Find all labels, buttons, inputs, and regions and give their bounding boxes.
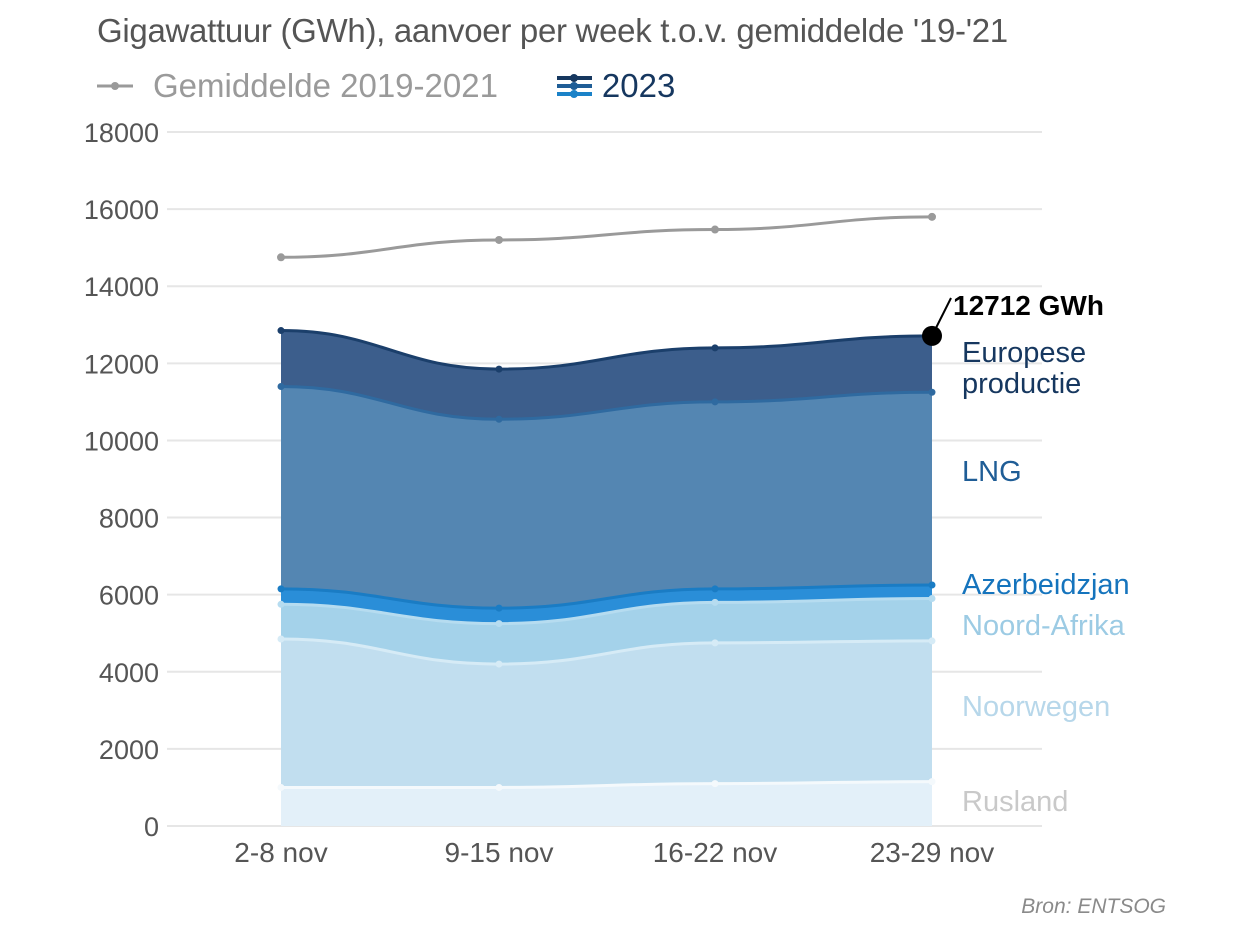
chart-title: Gigawattuur (GWh), aanvoer per week t.o.… — [97, 12, 1008, 49]
legend-label-average: Gemiddelde 2019-2021 — [153, 67, 498, 104]
area-noorwegen — [281, 639, 932, 788]
gray-line-marker-icon — [97, 82, 133, 90]
label-europese-productie: Europese productie — [962, 337, 1086, 400]
point-europese-productie — [495, 365, 503, 373]
area-noord-afrika — [281, 598, 932, 665]
label-rusland: Rusland — [962, 786, 1068, 818]
line-azerbeidzjan — [280, 583, 933, 610]
stacked-areas — [281, 330, 932, 826]
area-lng — [281, 386, 932, 609]
y-tick-label: 16000 — [84, 195, 159, 225]
point-azerbeidzjan — [928, 581, 936, 589]
annotation-text: 12712 GWh — [953, 290, 1104, 321]
label-line: Europese — [962, 337, 1086, 369]
line-noord-afrika — [280, 597, 933, 626]
point-noorwegen — [277, 635, 285, 643]
label-lng: LNG — [962, 456, 1022, 488]
y-tick-label: 18000 — [84, 118, 159, 148]
y-tick-label: 2000 — [99, 735, 159, 765]
y-tick-label: 12000 — [84, 349, 159, 379]
label-noord-afrika: Noord-Afrika — [962, 610, 1126, 642]
point-rusland — [928, 778, 936, 786]
point-average — [495, 235, 503, 244]
label-azerbeidzjan: Azerbeidzjan — [962, 569, 1130, 601]
legend-label-2023: 2023 — [601, 67, 676, 104]
axes: 0 2000 4000 6000 8000 10000 12000 14000 16000 180… — [84, 118, 994, 868]
point-average — [928, 212, 936, 221]
line-average — [280, 215, 933, 259]
y-tick-label: 10000 — [84, 426, 159, 456]
line-rusland — [281, 780, 933, 789]
point-lng — [495, 415, 503, 423]
legend-item-2023[interactable]: 2023 — [556, 67, 675, 105]
point-europese-productie — [711, 344, 719, 352]
point-rusland — [711, 780, 719, 788]
legend-item-average[interactable]: Gemiddelde 2019-2021 — [97, 67, 498, 105]
area-rusland — [281, 781, 932, 826]
y-tick-label: 14000 — [84, 272, 159, 302]
point-lng — [711, 398, 719, 406]
y-tick-label: 6000 — [99, 581, 159, 611]
point-noord-afrika — [277, 600, 285, 608]
area-europese-productie — [281, 330, 932, 420]
point-azerbeidzjan — [495, 604, 503, 612]
label-line: productie — [962, 368, 1081, 400]
line-lng — [280, 384, 933, 421]
area-azerbeidzjan — [281, 585, 932, 624]
line-europese-productie — [280, 329, 933, 371]
stacked-lines-icon — [556, 74, 592, 98]
point-noorwegen — [711, 639, 719, 647]
source-note: Bron: ENTSOG — [1021, 895, 1166, 918]
annotation-marker — [922, 325, 942, 346]
point-noord-afrika — [711, 598, 719, 606]
point-noord-afrika — [928, 595, 936, 603]
point-rusland — [277, 783, 285, 791]
average-line — [277, 212, 936, 262]
point-lng — [277, 382, 285, 390]
series-labels: Rusland Noorwegen Noord-Afrika Azerbeidzjan… — [962, 337, 1130, 818]
x-tick-label: 2-8 nov — [234, 837, 327, 868]
point-average — [277, 253, 285, 262]
y-tick-label: 8000 — [99, 504, 159, 534]
x-tick-label: 9-15 nov — [445, 837, 554, 868]
x-tick-label: 23-29 nov — [870, 837, 995, 868]
point-noorwegen — [495, 660, 503, 668]
legend: Gemiddelde 2019-2021 2023 — [97, 64, 733, 108]
x-tick-label: 16-22 nov — [653, 837, 778, 868]
point-average — [711, 225, 719, 234]
point-rusland — [495, 783, 503, 791]
series-lines — [277, 327, 936, 791]
point-azerbeidzjan — [711, 585, 719, 593]
y-tick-label: 4000 — [99, 658, 159, 688]
y-tick-label: 0 — [144, 812, 159, 842]
point-europese-productie — [277, 327, 285, 335]
point-azerbeidzjan — [277, 585, 285, 593]
total-annotation: 12712 GWh — [922, 290, 1104, 346]
line-noorwegen — [280, 637, 933, 666]
point-noorwegen — [928, 637, 936, 645]
point-lng — [928, 388, 936, 396]
point-noord-afrika — [495, 620, 503, 628]
label-noorwegen: Noorwegen — [962, 691, 1110, 723]
